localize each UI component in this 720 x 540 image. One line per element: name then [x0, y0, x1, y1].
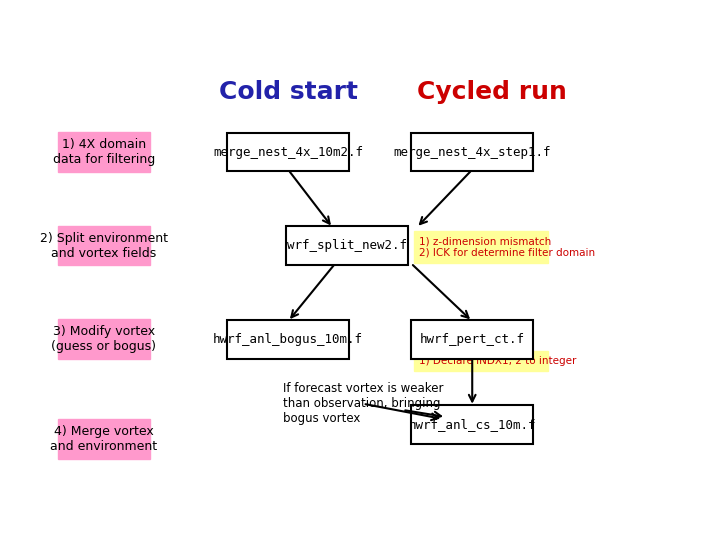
FancyBboxPatch shape	[411, 320, 533, 359]
FancyBboxPatch shape	[58, 419, 150, 459]
Text: 1) z-dimension mismatch
2) ICK for determine filter domain: 1) z-dimension mismatch 2) ICK for deter…	[418, 236, 595, 258]
FancyBboxPatch shape	[413, 351, 548, 371]
FancyBboxPatch shape	[411, 405, 533, 444]
FancyBboxPatch shape	[286, 226, 408, 265]
FancyBboxPatch shape	[58, 132, 150, 172]
FancyBboxPatch shape	[228, 133, 349, 172]
Text: 1) Declare INDX1, 2 to integer: 1) Declare INDX1, 2 to integer	[418, 356, 576, 366]
Text: 3) Modify vortex
(guess or bogus): 3) Modify vortex (guess or bogus)	[51, 325, 156, 353]
FancyBboxPatch shape	[228, 320, 349, 359]
Text: If forecast vortex is weaker
than observation, bringing
bogus vortex: If forecast vortex is weaker than observ…	[282, 382, 443, 425]
Text: Cold start: Cold start	[219, 80, 358, 104]
Text: merge_nest_4x_10m2.f: merge_nest_4x_10m2.f	[213, 146, 363, 159]
Text: merge_nest_4x_step1.f: merge_nest_4x_step1.f	[394, 146, 551, 159]
FancyBboxPatch shape	[58, 226, 150, 266]
FancyBboxPatch shape	[411, 133, 533, 172]
Text: 4) Merge vortex
and environment: 4) Merge vortex and environment	[50, 425, 158, 453]
Text: 1) 4X domain
data for filtering: 1) 4X domain data for filtering	[53, 138, 155, 166]
Text: wrf_split_new2.f: wrf_split_new2.f	[287, 239, 407, 252]
Text: Cycled run: Cycled run	[417, 80, 567, 104]
FancyBboxPatch shape	[58, 320, 150, 359]
Text: hwrf_pert_ct.f: hwrf_pert_ct.f	[420, 333, 525, 346]
Text: hwrf_anl_cs_10m.f: hwrf_anl_cs_10m.f	[408, 418, 536, 431]
Text: hwrf_anl_bogus_10m.f: hwrf_anl_bogus_10m.f	[213, 333, 363, 346]
Text: 2) Split environment
and vortex fields: 2) Split environment and vortex fields	[40, 232, 168, 260]
FancyBboxPatch shape	[413, 231, 548, 263]
